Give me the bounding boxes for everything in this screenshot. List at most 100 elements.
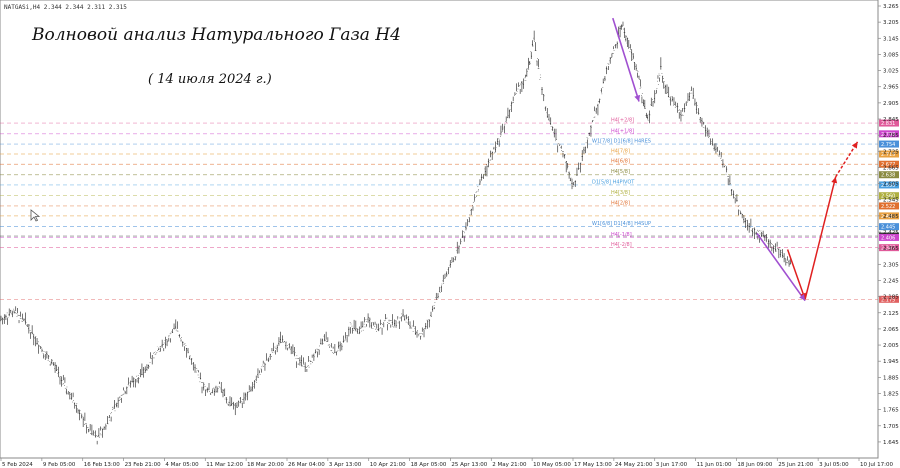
level-tag [879, 181, 899, 189]
level-tag [879, 171, 899, 179]
symbol-info: NATGASi,H4 2.344 2.344 2.311 2.315 [4, 4, 127, 11]
level-tag [879, 150, 899, 158]
forecast-up-line [804, 176, 837, 300]
level-tag [879, 223, 899, 231]
level-tag [879, 244, 899, 252]
level-label: W1[6/8] D1[4/8] H4SUP [592, 221, 651, 227]
chart-subtitle: ( 14 июля 2024 г.) [148, 72, 272, 87]
level-tag-value: 2.754 [881, 142, 895, 148]
y-tick-label: 2.725 [883, 149, 899, 155]
x-tick-label: 18 Jun 09:00 [737, 462, 772, 468]
y-tick-label: 3.085 [883, 52, 899, 58]
y-tick-label: 2.365 [883, 246, 899, 252]
x-tick-label: 3 Jul 05:00 [819, 462, 849, 468]
x-tick-label: 10 May 05:00 [533, 462, 571, 468]
y-tick-label: 2.485 [883, 214, 899, 220]
y-tick-label: 2.785 [883, 133, 899, 139]
y-tick-label: 2.125 [883, 311, 899, 317]
x-tick-label: 25 Jun 21:00 [778, 462, 813, 468]
cursor-icon [30, 209, 41, 222]
x-tick-label: 18 Mar 20:00 [247, 462, 284, 468]
x-tick-label: 24 May 21:00 [615, 462, 653, 468]
level-label: H4[-1/8] [611, 232, 632, 238]
level-tag [879, 130, 899, 138]
forecast-up-arrowhead [831, 176, 838, 184]
level-tag [879, 140, 899, 148]
x-tick-label: 11 Mar 12:00 [206, 462, 243, 468]
y-tick-label: 3.205 [883, 20, 899, 26]
level-tag-value: 2.522 [881, 204, 895, 210]
x-tick-label: 23 Feb 21:00 [125, 462, 162, 468]
y-tick-label: 2.425 [883, 230, 899, 236]
level-tag [879, 212, 899, 220]
y-axis: 3.265 3.205 3.145 3.085 3.025 2.965 2.905 2.845… [878, 4, 899, 446]
level-label: H4[-2/8] [611, 242, 632, 248]
y-tick-label: 3.265 [883, 4, 899, 10]
level-label: H4[+2/8] [611, 118, 634, 124]
price-layer [0, 21, 792, 445]
y-tick-label: 2.005 [883, 343, 899, 349]
level-tag [879, 295, 899, 303]
x-tick-label: 18 Apr 05:00 [411, 462, 447, 468]
level-tag-value: 2.175 [881, 297, 895, 303]
x-tick-label: 17 May 13:00 [574, 462, 612, 468]
level-tag-value: 2.445 [881, 225, 895, 231]
y-tick-label: 2.665 [883, 165, 899, 171]
y-tick-label: 2.605 [883, 182, 899, 188]
x-tick-label: 26 Mar 04:00 [288, 462, 325, 468]
level-label: H4[2/8] [611, 200, 630, 206]
x-tick-label: 2 May 21:00 [492, 462, 527, 468]
plot-frame [0, 0, 879, 459]
level-tag-value: 2.367 [881, 246, 895, 252]
level-tag [879, 233, 899, 241]
y-tick-label: 2.905 [883, 101, 899, 107]
forecast-up-dashed-line [835, 141, 859, 178]
wave-line-top [612, 17, 640, 102]
chart-title: Волновой анализ Натурального Газа Н4 [31, 25, 401, 45]
level-tag-value: 2.677 [881, 162, 895, 168]
wave-line-bottom [756, 232, 806, 302]
y-tick-label: 2.845 [883, 117, 899, 123]
x-tick-label: 16 Feb 13:00 [84, 462, 121, 468]
y-tick-label: 3.145 [883, 36, 899, 42]
y-tick-label: 1.885 [883, 375, 899, 381]
level-tag-value: 2.406 [881, 235, 895, 241]
level-tag [879, 119, 899, 127]
y-tick-label: 1.705 [883, 424, 899, 430]
level-tag-value: 2.599 [881, 183, 895, 189]
x-axis: 5 Feb 2024 9 Feb 05:00 16 Feb 13:00 23 Feb … [0, 458, 893, 468]
level-tag-value: 2.560 [881, 194, 895, 200]
y-tick-label: 1.645 [883, 440, 899, 446]
y-tick-label: 2.965 [883, 85, 899, 91]
level-tag-value: 2.793 [881, 132, 895, 138]
y-tick-label: 2.245 [883, 278, 899, 284]
level-tag-value: 2.638 [881, 173, 895, 179]
level-label: W1[7/8] D1[6/8] H4RES [592, 139, 651, 145]
forecast-layer [612, 17, 859, 302]
levels-layer: H4[+2/8] 2.831 H4[+1/8] 2.793 W1[7/8] D1[6/8… [0, 118, 899, 303]
x-tick-label: 3 Apr 13:00 [329, 462, 362, 468]
level-label: H4[6/8] [611, 159, 630, 165]
x-tick-label: 4 Mar 05:00 [165, 462, 199, 468]
level-label: D1[5/8] H4PIVOT [592, 179, 635, 185]
level-tag-value: 2.715 [881, 152, 895, 158]
y-tick-label: 1.825 [883, 391, 899, 397]
wave-bottom-arrowhead [799, 294, 806, 301]
x-tick-label: 9 Feb 05:00 [43, 462, 76, 468]
level-label: H4[+1/8] [611, 128, 634, 134]
forecast-down-line [786, 249, 806, 300]
y-tick-label: 3.025 [883, 69, 899, 75]
level-label: H4[5/8] [611, 169, 630, 175]
y-tick-label: 2.305 [883, 262, 899, 268]
level-tag [879, 160, 899, 168]
y-tick-label: 1.945 [883, 359, 899, 365]
x-tick-label: 10 Apr 21:00 [370, 462, 406, 468]
y-tick-label: 2.065 [883, 327, 899, 333]
forecast-up-dashed-arrowhead [851, 141, 858, 149]
y-tick-label: 2.185 [883, 295, 899, 301]
x-tick-label: 11 Jun 01:00 [697, 462, 732, 468]
level-tag-value: 2.483 [881, 214, 895, 220]
level-tag-value: 2.831 [881, 121, 895, 127]
